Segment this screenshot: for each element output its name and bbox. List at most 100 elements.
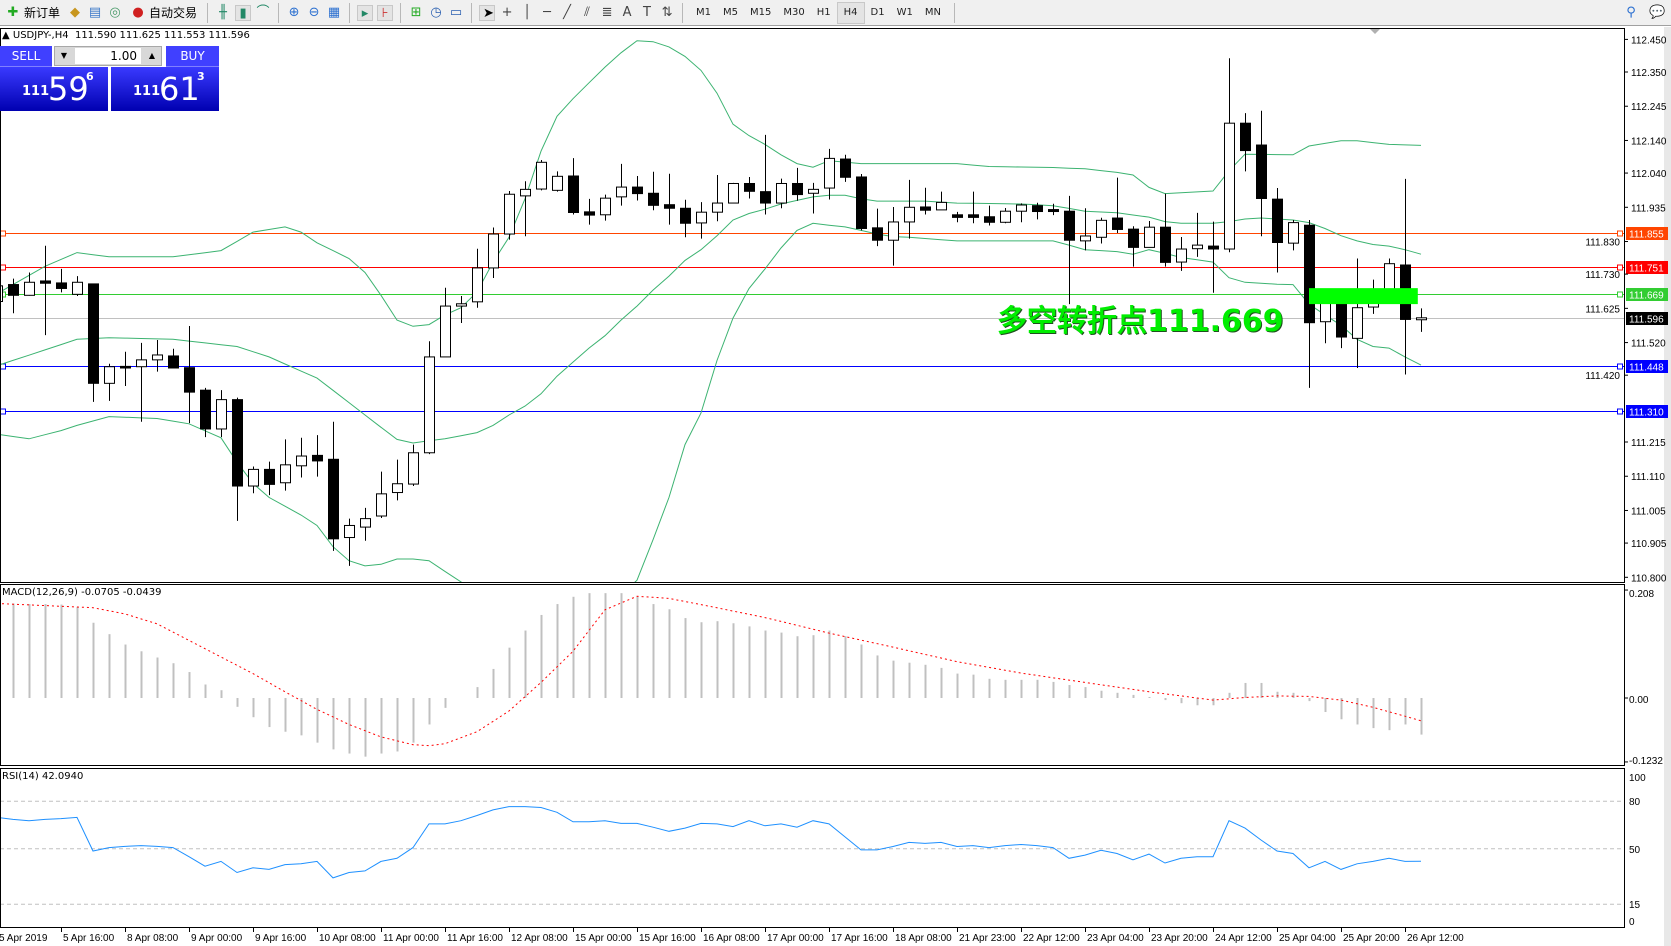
- candlestick-icon[interactable]: ▮: [235, 4, 252, 21]
- candle[interactable]: [72, 276, 83, 296]
- candle[interactable]: [1256, 110, 1267, 237]
- line-handle-right[interactable]: [1617, 408, 1623, 415]
- candle[interactable]: [216, 390, 227, 438]
- pivot-rectangle[interactable]: [1309, 288, 1418, 305]
- candle[interactable]: [568, 158, 579, 215]
- candle[interactable]: [504, 190, 515, 240]
- candle[interactable]: [88, 283, 99, 402]
- candle[interactable]: [1000, 207, 1011, 224]
- candle[interactable]: [312, 435, 323, 477]
- timeframe-m5[interactable]: M5: [723, 7, 739, 18]
- candle[interactable]: [696, 202, 707, 239]
- navigator-icon[interactable]: ▤: [88, 4, 102, 20]
- candle[interactable]: [760, 134, 771, 215]
- zoom-in-icon[interactable]: ⊕: [288, 4, 300, 20]
- text-icon[interactable]: A: [622, 4, 632, 20]
- candle[interactable]: [344, 518, 355, 566]
- search-icon[interactable]: ⚲: [1626, 4, 1636, 20]
- candle[interactable]: [1224, 58, 1235, 253]
- candle[interactable]: [392, 459, 403, 501]
- candle[interactable]: [8, 278, 19, 314]
- candle[interactable]: [744, 176, 755, 199]
- candle[interactable]: [360, 507, 371, 541]
- candle[interactable]: [1272, 188, 1283, 273]
- pivot-annotation-text[interactable]: 多空转折点111.669: [997, 304, 1284, 339]
- candle[interactable]: [728, 182, 739, 204]
- candle[interactable]: [616, 163, 627, 206]
- candle[interactable]: [1240, 113, 1251, 172]
- candle[interactable]: [1080, 208, 1091, 251]
- candle[interactable]: [664, 173, 675, 225]
- candle[interactable]: [968, 191, 979, 224]
- lot-input[interactable]: [75, 48, 141, 64]
- line-handle-right[interactable]: [1617, 291, 1623, 298]
- tile-windows-icon[interactable]: ▦: [327, 4, 341, 20]
- line-handle-right[interactable]: [1617, 264, 1623, 271]
- trendline-icon[interactable]: ╱: [563, 4, 571, 20]
- cursor-icon[interactable]: ➤: [479, 4, 496, 21]
- candle[interactable]: [632, 175, 643, 201]
- candle[interactable]: [856, 174, 867, 231]
- timeframe-m1[interactable]: M1: [696, 7, 712, 18]
- equidistant-channel-icon[interactable]: ⫽: [584, 4, 590, 20]
- signals-icon[interactable]: ◎: [109, 4, 121, 20]
- candle[interactable]: [808, 182, 819, 214]
- candle[interactable]: [120, 351, 131, 386]
- candle[interactable]: [184, 325, 195, 424]
- candle[interactable]: [1096, 217, 1107, 244]
- line-handle-left[interactable]: [0, 408, 6, 415]
- candle[interactable]: [584, 198, 595, 225]
- timeframe-h4[interactable]: H4: [836, 1, 865, 24]
- candle[interactable]: [168, 348, 179, 369]
- zoom-out-icon[interactable]: ⊖: [308, 4, 320, 20]
- fibonacci-icon[interactable]: ≣: [601, 4, 613, 20]
- line-handle-left[interactable]: [0, 230, 6, 237]
- candle[interactable]: [232, 397, 243, 521]
- chart-shift-marker[interactable]: [1370, 29, 1380, 34]
- candle[interactable]: [296, 437, 307, 478]
- candle[interactable]: [1192, 212, 1203, 257]
- line-handle-right[interactable]: [1617, 363, 1623, 370]
- candle[interactable]: [1208, 221, 1219, 293]
- candle[interactable]: [152, 339, 163, 372]
- indicators-icon[interactable]: ⊞: [410, 4, 422, 20]
- crosshair-icon[interactable]: +: [501, 4, 513, 20]
- candle[interactable]: [840, 154, 851, 182]
- candle[interactable]: [1048, 203, 1059, 216]
- candle[interactable]: [264, 461, 275, 496]
- auto-scroll-icon[interactable]: ▸: [357, 4, 374, 21]
- candle[interactable]: [408, 444, 419, 487]
- line-handle-right[interactable]: [1617, 230, 1623, 237]
- new-order-button[interactable]: ✚ 新订单: [2, 2, 63, 24]
- candle[interactable]: [712, 175, 723, 222]
- candle[interactable]: [200, 387, 211, 438]
- candle[interactable]: [1176, 236, 1187, 271]
- candle[interactable]: [424, 341, 435, 455]
- line-chart-icon[interactable]: ⌒: [256, 4, 270, 20]
- periods-icon[interactable]: ◷: [430, 4, 442, 20]
- candle[interactable]: [0, 283, 3, 303]
- candle[interactable]: [440, 287, 451, 358]
- candle[interactable]: [1144, 220, 1155, 248]
- candle[interactable]: [104, 363, 115, 401]
- timeframe-m15[interactable]: M15: [750, 7, 772, 18]
- candle[interactable]: [456, 295, 467, 324]
- candle[interactable]: [520, 181, 531, 237]
- text-label-icon[interactable]: T: [643, 4, 651, 20]
- sell-button[interactable]: SELL: [0, 46, 52, 67]
- buy-price-box[interactable]: 111 61 3: [111, 67, 219, 111]
- candle[interactable]: [552, 171, 563, 192]
- templates-icon[interactable]: ▭: [449, 4, 463, 20]
- candle[interactable]: [600, 194, 611, 221]
- candle[interactable]: [280, 439, 291, 491]
- timeframe-mn[interactable]: MN: [924, 7, 941, 18]
- candle[interactable]: [24, 272, 35, 296]
- candle[interactable]: [536, 160, 547, 191]
- candle[interactable]: [136, 342, 147, 422]
- horizontal-line-icon[interactable]: ─: [543, 4, 551, 20]
- candle[interactable]: [328, 421, 339, 551]
- candle[interactable]: [984, 205, 995, 226]
- lot-increase-icon[interactable]: ▲: [148, 51, 156, 60]
- chart-shift-icon[interactable]: ⊦: [377, 4, 394, 21]
